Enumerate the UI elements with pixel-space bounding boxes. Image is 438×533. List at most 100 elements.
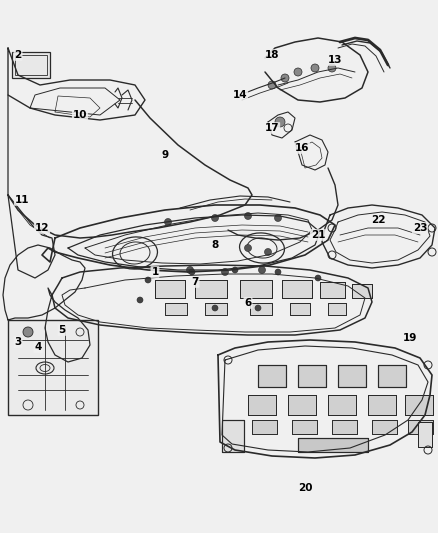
Bar (405, 395, 433, 415)
Bar (418, 422, 432, 447)
Circle shape (268, 81, 276, 89)
Circle shape (145, 277, 151, 283)
Bar (155, 280, 185, 298)
Bar (368, 395, 396, 415)
Text: 9: 9 (162, 150, 169, 160)
Bar (352, 284, 372, 298)
Bar (165, 303, 187, 315)
Bar (290, 303, 310, 315)
Bar (292, 420, 317, 434)
Bar (338, 365, 366, 387)
Text: 14: 14 (233, 90, 247, 100)
Bar (240, 280, 272, 298)
Bar (372, 420, 397, 434)
Text: 20: 20 (298, 483, 312, 493)
Bar (328, 303, 346, 315)
Circle shape (187, 266, 194, 273)
Text: 17: 17 (265, 123, 279, 133)
Bar (258, 365, 286, 387)
Circle shape (244, 245, 251, 252)
Text: 18: 18 (265, 50, 279, 60)
Bar (290, 303, 310, 315)
Bar (250, 303, 272, 315)
Text: 23: 23 (413, 223, 427, 233)
Circle shape (275, 269, 281, 275)
Bar (205, 303, 227, 315)
Bar (222, 420, 244, 452)
Bar (368, 395, 396, 415)
Bar (378, 365, 406, 387)
Text: 7: 7 (191, 277, 199, 287)
Bar (288, 395, 316, 415)
Circle shape (265, 248, 272, 255)
Bar (320, 282, 345, 298)
Text: 3: 3 (14, 337, 21, 347)
Circle shape (315, 275, 321, 281)
Circle shape (189, 269, 195, 275)
Bar (195, 280, 227, 298)
Bar (328, 395, 356, 415)
Bar (332, 420, 357, 434)
Bar (282, 280, 312, 298)
Bar (8, 320, 98, 415)
Bar (320, 282, 345, 298)
Text: 8: 8 (212, 240, 219, 250)
Bar (298, 438, 368, 452)
Circle shape (311, 64, 319, 72)
Bar (298, 365, 326, 387)
Bar (298, 365, 326, 387)
Circle shape (244, 213, 251, 220)
Text: 13: 13 (328, 55, 342, 65)
Bar (352, 284, 372, 298)
Bar (250, 303, 272, 315)
Circle shape (294, 68, 302, 76)
Text: 2: 2 (14, 50, 21, 60)
Bar (372, 420, 397, 434)
Bar (378, 365, 406, 387)
Bar (248, 395, 276, 415)
Bar (252, 420, 277, 434)
Bar (252, 420, 277, 434)
Bar (292, 420, 317, 434)
Bar (408, 420, 433, 434)
Circle shape (255, 305, 261, 311)
Circle shape (23, 327, 33, 337)
Bar (195, 280, 227, 298)
Circle shape (328, 64, 336, 72)
Bar (258, 365, 286, 387)
Text: 4: 4 (34, 342, 42, 352)
Bar (165, 303, 187, 315)
Bar (338, 365, 366, 387)
Circle shape (212, 305, 218, 311)
Bar (12, 52, 50, 78)
Bar (15, 55, 47, 75)
Text: 5: 5 (58, 325, 66, 335)
Circle shape (232, 267, 238, 273)
Text: 6: 6 (244, 298, 251, 308)
Bar (240, 280, 272, 298)
Bar (328, 395, 356, 415)
Circle shape (222, 269, 229, 276)
Bar (408, 420, 433, 434)
Text: 16: 16 (295, 143, 309, 153)
Text: 10: 10 (73, 110, 87, 120)
Text: 19: 19 (403, 333, 417, 343)
Bar (298, 438, 368, 452)
Text: 21: 21 (311, 230, 325, 240)
Circle shape (275, 117, 285, 127)
Bar (418, 422, 432, 447)
Text: 12: 12 (35, 223, 49, 233)
Bar (248, 395, 276, 415)
Bar (222, 420, 244, 452)
Bar (332, 420, 357, 434)
Text: 11: 11 (15, 195, 29, 205)
Bar (328, 303, 346, 315)
Bar (205, 303, 227, 315)
Text: 1: 1 (152, 267, 159, 277)
Circle shape (258, 266, 265, 273)
Bar (288, 395, 316, 415)
Circle shape (275, 214, 282, 222)
Circle shape (212, 214, 219, 222)
Circle shape (281, 74, 289, 82)
Circle shape (165, 219, 172, 225)
